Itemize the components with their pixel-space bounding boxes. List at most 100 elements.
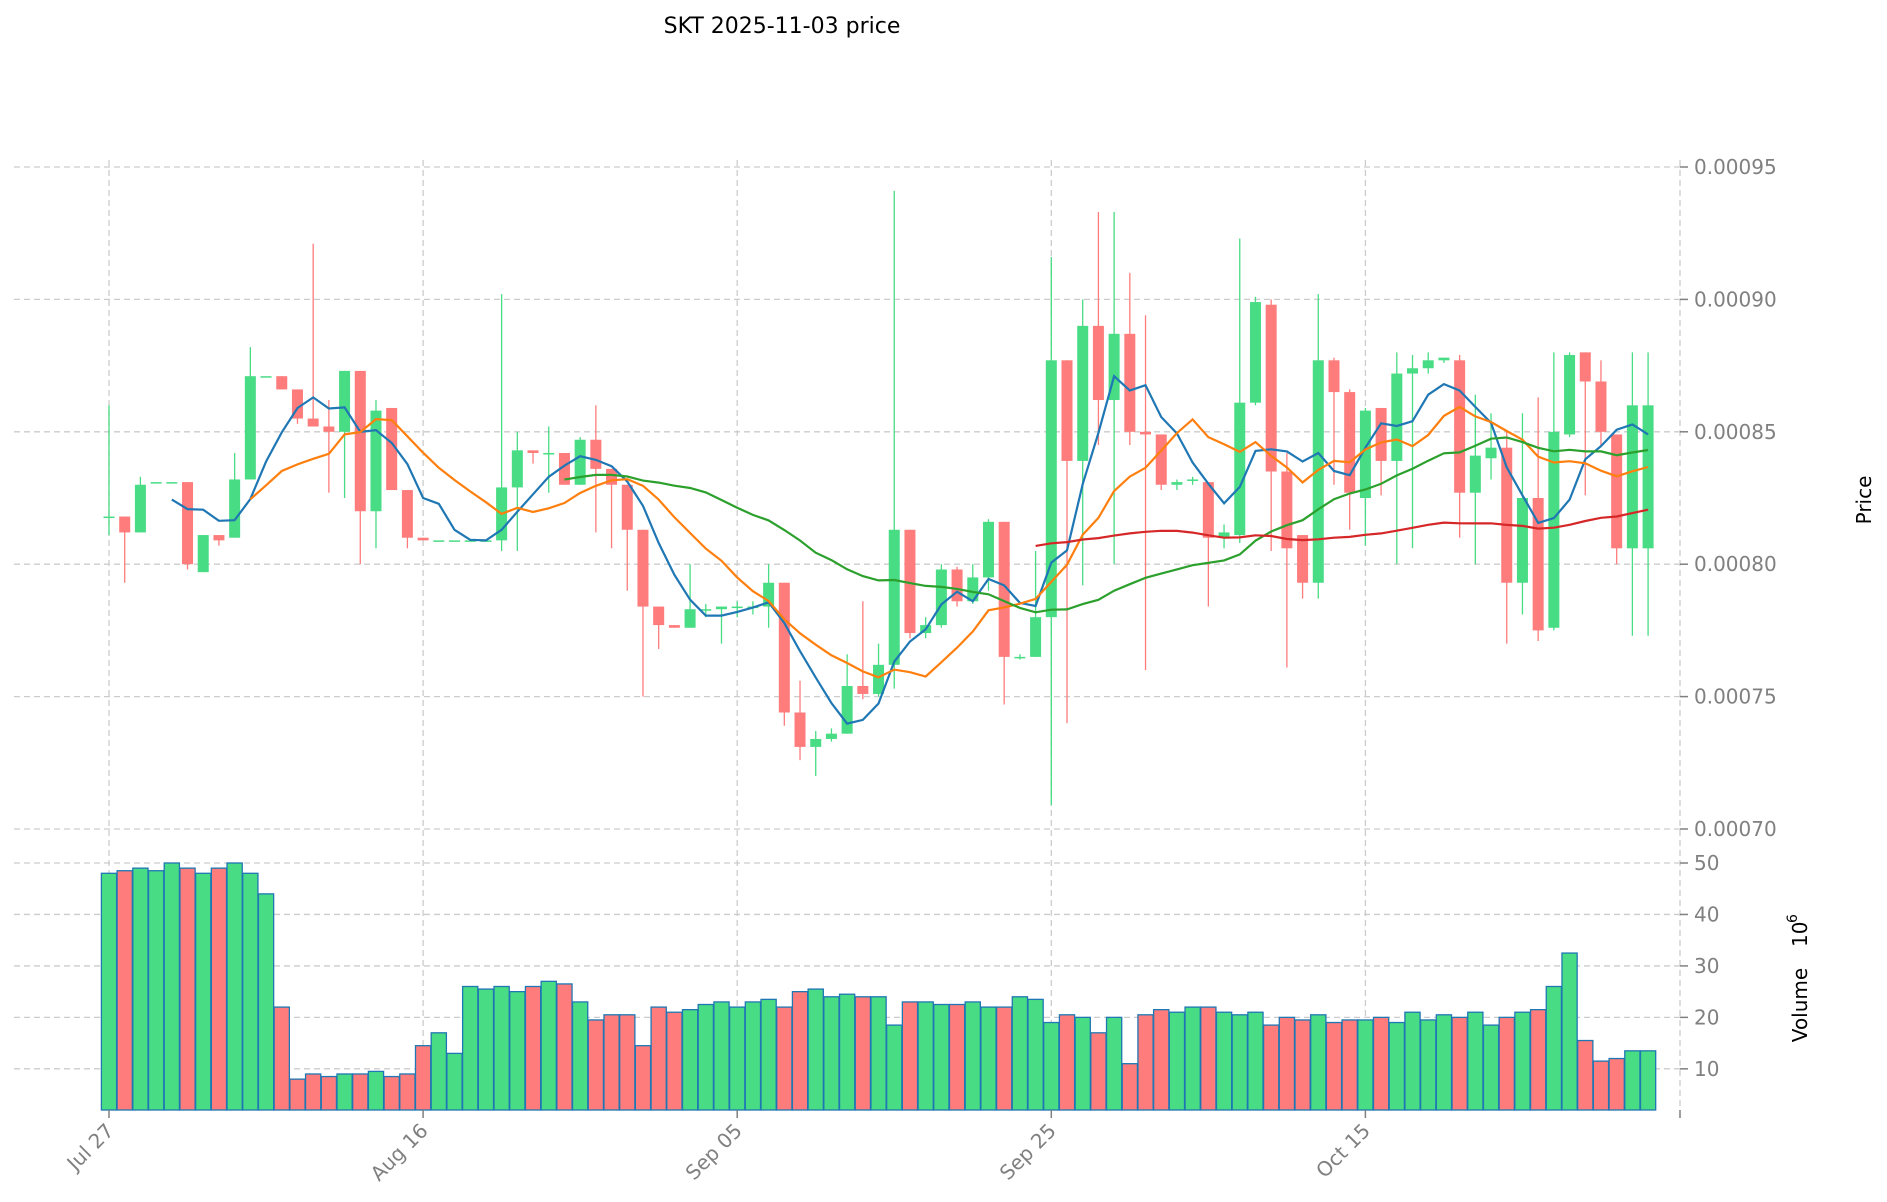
candle-body — [888, 529, 900, 665]
candle-body — [700, 609, 712, 611]
volume-bar — [854, 996, 872, 1111]
candle-body — [1626, 405, 1638, 549]
volume-bar — [194, 872, 212, 1111]
candle-body — [1312, 360, 1324, 583]
candle-body — [244, 376, 256, 480]
volume-bar — [430, 1032, 448, 1111]
volume-bar — [1152, 1009, 1170, 1111]
price-tick-label: 0.00070 — [1694, 817, 1777, 841]
candle-body — [543, 452, 555, 455]
volume-bar — [336, 1073, 353, 1111]
volume-bar — [257, 893, 275, 1111]
volume-bar — [1624, 1050, 1641, 1111]
candle-body — [794, 712, 806, 747]
volume-bars — [100, 862, 1657, 1111]
volume-bar — [1168, 1011, 1186, 1111]
volume-bar — [1043, 1021, 1060, 1111]
volume-bar — [713, 1001, 730, 1111]
candle-body — [1532, 498, 1544, 631]
volume-bar — [948, 1003, 966, 1111]
candle-body — [558, 452, 570, 485]
candle-body — [464, 540, 476, 542]
candle-body — [778, 582, 790, 713]
volume-bar — [1451, 1016, 1468, 1111]
candle-body — [1485, 447, 1497, 459]
candle-body — [606, 468, 618, 485]
volume-bar — [571, 1001, 589, 1111]
volume-bar — [1639, 1050, 1657, 1111]
candle-body — [810, 738, 822, 747]
volume-bar — [477, 988, 495, 1111]
volume-bar — [179, 867, 196, 1111]
candle-body — [307, 418, 319, 427]
moving-average-lines — [171, 374, 1649, 725]
volume-bar — [603, 1014, 620, 1111]
volume-bar — [681, 1009, 699, 1111]
volume-bar — [1498, 1016, 1515, 1111]
volume-bar — [838, 993, 856, 1111]
candle-body — [935, 569, 947, 626]
candle-body — [841, 686, 853, 734]
candle-body — [150, 482, 162, 484]
volume-bar — [524, 985, 542, 1111]
volume-bar — [901, 1001, 919, 1111]
candle-body — [1642, 405, 1654, 549]
volume-tick-label: 10 — [1694, 1057, 1719, 1081]
volume-tick-label: 40 — [1694, 902, 1719, 926]
date-tick-label: Sep 05 — [681, 1119, 747, 1185]
candle-body — [1155, 434, 1167, 485]
volume-bar — [116, 870, 133, 1111]
volume-bar — [1090, 1032, 1107, 1111]
candle-body — [590, 439, 602, 469]
candle-body — [229, 479, 241, 538]
volume-label-exp: 6 — [1785, 914, 1801, 923]
volume-bar — [1310, 1014, 1327, 1111]
volume-bar — [760, 998, 777, 1111]
candle-body — [1249, 302, 1261, 403]
volume-bar — [933, 1003, 950, 1111]
volume-bar — [1105, 1016, 1123, 1111]
candle-body — [260, 376, 272, 378]
volume-bar — [634, 1045, 652, 1111]
volume-bar — [1011, 996, 1029, 1111]
date-tick-label: Jul 27 — [61, 1119, 119, 1177]
volume-bar — [870, 996, 887, 1111]
candle-body — [1516, 498, 1528, 583]
candle-body — [417, 537, 429, 541]
volume-bar — [1577, 1039, 1594, 1111]
candle-body — [1297, 535, 1309, 583]
volume-bar — [352, 1073, 369, 1111]
volume-bar — [446, 1052, 463, 1111]
volume-bar — [414, 1045, 432, 1111]
candle-body — [1359, 410, 1371, 498]
candle-body — [527, 450, 539, 453]
volume-bar — [320, 1075, 338, 1111]
volume-bar — [791, 990, 809, 1111]
volume-bar — [728, 1006, 746, 1111]
volume-bar — [1231, 1014, 1249, 1111]
candle-body — [982, 521, 994, 578]
volume-bar — [132, 867, 149, 1111]
date-tick-label: Oct 15 — [1311, 1119, 1375, 1183]
price-axis-label: Price — [1852, 476, 1876, 525]
volume-bar — [744, 1001, 762, 1111]
volume-bar — [1325, 1021, 1343, 1111]
date-tick-label: Sep 25 — [995, 1119, 1061, 1185]
volume-bar — [964, 1001, 982, 1111]
volume-bar — [1608, 1057, 1625, 1111]
candle-body — [1108, 333, 1120, 401]
candle-body — [1281, 471, 1293, 549]
volume-bar — [1388, 1021, 1406, 1111]
volume-bar — [1247, 1011, 1264, 1111]
volume-axis-label: Volume 10 6 — [1785, 914, 1812, 1042]
volume-bar — [540, 980, 557, 1111]
candle-body — [370, 410, 382, 512]
volume-bar — [823, 996, 840, 1111]
price-tick-label: 0.00080 — [1694, 552, 1777, 576]
candle-body — [197, 535, 209, 573]
volume-bar — [1137, 1014, 1154, 1111]
volume-bar — [1372, 1016, 1390, 1111]
volume-bar — [367, 1070, 385, 1111]
volume-bar — [1482, 1024, 1500, 1111]
candle-body — [1218, 532, 1230, 538]
